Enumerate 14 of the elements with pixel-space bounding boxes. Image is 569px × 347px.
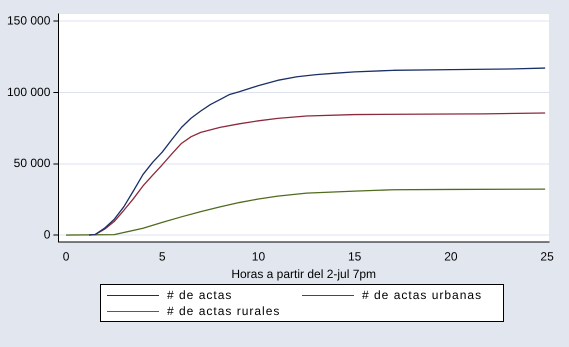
x-tick-label: 0	[62, 250, 70, 264]
x-tick-label: 5	[158, 250, 166, 264]
y-tick-label: 50 000	[14, 156, 51, 170]
x-tick-label: 20	[444, 250, 458, 264]
x-tick-label: 10	[252, 250, 266, 264]
x-tick-label: 25	[540, 250, 554, 264]
x-tick-label: 15	[348, 250, 362, 264]
y-tick-label: 0	[44, 227, 51, 242]
legend-label: # de actas urbanas	[362, 288, 482, 302]
x-axis-title: Horas a partir del 2-jul 7pm	[231, 267, 376, 282]
y-tick-label: 150 000	[6, 13, 51, 28]
legend-label: # de actas	[167, 288, 232, 302]
y-tick-label: 100 000	[6, 84, 51, 99]
legend-label: # de actas rurales	[167, 304, 280, 318]
